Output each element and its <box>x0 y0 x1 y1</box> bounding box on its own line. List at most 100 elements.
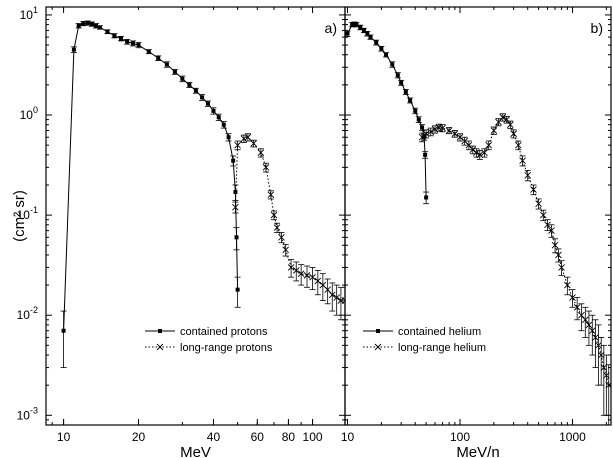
marker-stroke <box>597 351 605 359</box>
y-tick-label: 10-3 <box>17 405 38 422</box>
data-point <box>390 62 395 67</box>
series-1 <box>418 113 611 425</box>
marker-stroke <box>548 227 555 234</box>
data-point <box>328 291 336 299</box>
marker-stroke <box>287 264 295 271</box>
marker-stroke <box>333 294 340 301</box>
data-point <box>506 121 514 129</box>
legend-marker <box>374 343 382 351</box>
data-point <box>76 23 81 28</box>
x-axis-title: MeV/n <box>456 444 499 458</box>
data-point <box>136 43 141 48</box>
data-point <box>395 73 400 78</box>
x-tick-label: 20 <box>132 430 146 444</box>
data-point <box>423 152 428 157</box>
data-point <box>233 190 238 195</box>
marker-stroke <box>456 133 464 141</box>
marker-stroke <box>232 203 239 211</box>
data-point <box>445 127 453 134</box>
data-point <box>564 281 571 289</box>
data-point <box>71 47 76 52</box>
data-point <box>234 141 241 149</box>
data-point <box>262 164 270 171</box>
marker-stroke <box>292 267 300 274</box>
x-tick-label: 100 <box>450 430 470 444</box>
panel-b: 10 100 1000 MeV/n b) contained helium long-ran… <box>341 6 612 458</box>
marker-stroke <box>490 127 498 134</box>
marker-stroke <box>558 264 565 271</box>
x-tick-label: 100 <box>303 430 323 444</box>
marker-stroke <box>451 130 459 138</box>
x-tick-label: 10 <box>57 430 71 444</box>
series-line <box>421 116 610 386</box>
marker-stroke <box>303 272 311 279</box>
data-point <box>581 316 589 324</box>
x-tick-label: 80 <box>282 430 296 444</box>
marker-stroke <box>267 191 275 198</box>
marker-stroke <box>431 125 439 133</box>
data-point <box>97 25 102 30</box>
marker-stroke <box>510 130 517 138</box>
data-point <box>374 40 379 45</box>
marker-stroke <box>555 251 562 259</box>
marker-stroke <box>503 116 510 123</box>
panel-label: a) <box>325 20 337 36</box>
data-point <box>578 311 585 319</box>
data-point <box>345 31 350 36</box>
data-point <box>341 297 345 304</box>
panel-label: b) <box>591 20 603 36</box>
data-point <box>200 95 205 100</box>
data-point <box>413 108 418 113</box>
data-point <box>573 303 581 311</box>
marker-stroke <box>524 171 532 179</box>
legend-label: long-range protons <box>180 342 273 354</box>
data-point <box>94 23 99 28</box>
data-point <box>544 221 551 229</box>
data-point <box>539 211 547 219</box>
data-point <box>465 141 473 149</box>
marker-stroke <box>240 135 248 143</box>
data-point <box>595 342 602 349</box>
marker-stroke <box>605 382 611 389</box>
data-point <box>350 22 355 27</box>
data-point <box>292 267 300 274</box>
marker-stroke <box>592 334 599 341</box>
data-point <box>548 227 555 234</box>
marker-stroke <box>535 200 542 208</box>
marker-stroke <box>445 127 453 134</box>
data-point <box>490 127 498 134</box>
data-point <box>125 39 130 44</box>
data-point <box>267 191 275 198</box>
x-tick-label: 1000 <box>559 430 586 444</box>
data-point <box>519 157 526 164</box>
marker-stroke <box>519 157 526 164</box>
data-point <box>585 321 593 329</box>
series-0 <box>60 20 241 368</box>
data-point <box>358 25 363 30</box>
marker-stroke <box>469 146 477 154</box>
data-point <box>156 56 161 61</box>
data-point <box>515 141 522 149</box>
marker-stroke <box>544 221 551 229</box>
data-point <box>282 246 290 254</box>
marker-stroke <box>600 364 608 371</box>
data-layer <box>60 20 345 368</box>
data-point <box>569 294 576 301</box>
marker-stroke <box>481 149 488 157</box>
marker-stroke <box>465 141 473 149</box>
data-point <box>600 364 608 371</box>
y-tick-label: 10-2 <box>17 305 38 322</box>
data-point <box>221 122 226 127</box>
marker-stroke <box>422 130 430 138</box>
marker-stroke <box>297 270 305 277</box>
data-point <box>105 29 110 34</box>
data-point <box>424 195 429 200</box>
marker-stroke <box>319 281 327 289</box>
data-point <box>257 149 265 157</box>
marker-stroke <box>581 316 589 324</box>
legend: contained helium long-range helium <box>363 326 486 354</box>
x-axis-title: MeV <box>180 444 211 458</box>
data-point <box>164 62 169 67</box>
marker-stroke <box>435 124 443 131</box>
